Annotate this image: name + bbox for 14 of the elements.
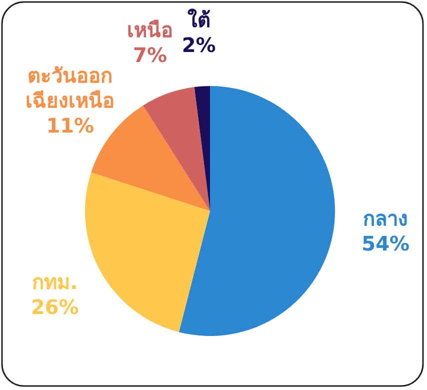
slice-label: เหนือ — [127, 18, 174, 42]
slice-label: ตะวันออก เฉียงเหนือ — [26, 64, 115, 113]
data-label: 26% — [30, 295, 79, 320]
slice-label: กลาง — [363, 207, 408, 232]
data-label: 54% — [362, 232, 410, 256]
slice-label: กทม. — [32, 270, 78, 294]
pie-slice — [178, 86, 335, 336]
slice-label: ใต้ — [187, 8, 210, 32]
pie-slice — [143, 86, 210, 211]
data-label: 2% — [182, 33, 216, 58]
data-label: 7% — [133, 43, 168, 68]
pie-slice — [85, 172, 210, 332]
data-label: 11% — [46, 114, 94, 138]
pie-slice — [194, 86, 210, 211]
